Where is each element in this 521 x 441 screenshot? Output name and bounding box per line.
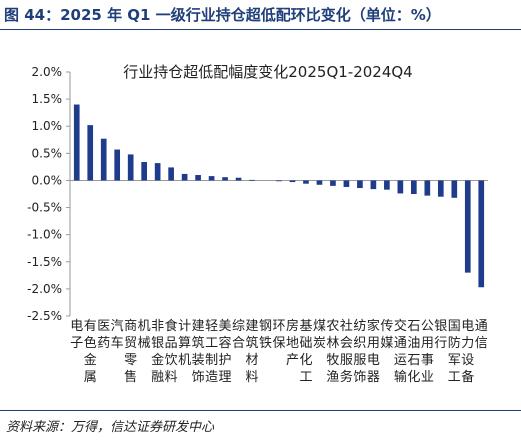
source-note: 资料来源：万得，信达证券研发中心: [6, 420, 215, 435]
x-tick-label: 纺织服饰: [353, 319, 366, 385]
bar: [276, 180, 282, 182]
y-tick-label: 0.0%: [32, 173, 63, 187]
bar: [437, 180, 444, 197]
bar: [87, 125, 94, 181]
bar: [100, 138, 107, 181]
bar: [464, 180, 471, 273]
bar: [397, 180, 404, 194]
bar: [235, 177, 242, 181]
x-tick-label: 家用电器: [367, 318, 380, 385]
bar: [478, 180, 485, 288]
x-tick-label: 社会服务: [340, 318, 353, 385]
bar-chart: 行业持仓超低配幅度变化2025Q1-2024Q4 2.0% 1.5% 1.0% 0.5…: [27, 63, 488, 385]
x-tick-label: 非银金融: [151, 319, 164, 385]
bar: [424, 180, 431, 196]
x-tick-label: 传媒: [380, 319, 393, 351]
x-tick-label: 美容护理: [219, 319, 232, 385]
figure-header: 图 44：2025 年 Q1 一级行业持仓超低配环比变化（单位：%）: [0, 0, 521, 30]
bar: [154, 163, 161, 181]
bar: [208, 176, 215, 181]
y-tick-label: 2.0%: [32, 65, 63, 79]
y-tick-label: 0.5%: [32, 146, 63, 160]
x-tick-label: 电力设备: [461, 319, 474, 385]
y-tick-label: -1.0%: [27, 228, 62, 242]
x-tick-label: 商贸零售: [124, 319, 137, 385]
bar: [168, 167, 174, 181]
x-tick-label: 环保: [272, 319, 285, 351]
bar: [357, 180, 363, 189]
x-tick-label: 基础化工: [299, 319, 312, 385]
bar: [411, 180, 417, 194]
bar: [289, 180, 296, 183]
y-tick-label: -0.5%: [27, 201, 62, 215]
x-tick-label: 轻工制造: [205, 319, 218, 385]
x-tick-label: 钢铁: [259, 319, 272, 351]
x-tick-label: 汽车: [111, 319, 124, 351]
x-tick-label: 房地产: [286, 318, 299, 368]
y-tick-label: 1.0%: [32, 119, 63, 133]
x-tick-label: 国防军工: [448, 319, 461, 385]
x-tick-label: 银行: [434, 319, 447, 351]
bar: [316, 180, 323, 185]
bar: [195, 175, 201, 181]
x-tick-label: 农林牧渔: [326, 319, 339, 385]
header-rule: [0, 29, 521, 30]
chart-title: 行业持仓超低配幅度变化2025Q1-2024Q4: [123, 63, 412, 81]
bar: [181, 173, 188, 181]
x-tick-label: 石油石化: [407, 319, 420, 385]
bar: [370, 180, 377, 190]
bar: [343, 180, 350, 187]
x-tick-label: 建筑材料: [246, 319, 259, 385]
x-tick-label: 医药: [97, 319, 110, 351]
x-tick-label: 通信: [475, 319, 488, 351]
x-tick-label: 机械: [138, 319, 151, 351]
x-tick-label: 有色金属: [84, 319, 97, 385]
y-axis: 2.0% 1.5% 1.0% 0.5% 0.0% -0.5% -1.0% -1.5% -2.0%…: [27, 65, 488, 323]
bar: [127, 154, 134, 181]
bar-series: [73, 104, 485, 288]
bar: [384, 180, 390, 190]
x-tick-label: 计算机: [178, 319, 191, 368]
x-axis-labels: 电子有色金属医药汽车商贸零售机械非银金融食品饮料计算机建筑装饰轻工制造美容护理综…: [70, 318, 488, 385]
x-tick-label: 煤炭: [313, 319, 326, 351]
x-tick-label: 交通运输: [394, 318, 407, 385]
bar: [303, 180, 309, 184]
bar: [141, 162, 147, 181]
bar: [222, 177, 228, 181]
bar: [114, 149, 121, 181]
figure-title: 图 44：2025 年 Q1 一级行业持仓超低配环比变化（单位：%）: [4, 6, 441, 24]
x-tick-label: 建筑装饰: [192, 319, 205, 385]
y-tick-label: -2.5%: [27, 309, 62, 323]
x-tick-label: 公用事业: [421, 319, 434, 385]
y-tick-label: 1.5%: [32, 92, 63, 106]
x-tick-label: 综合: [232, 319, 245, 351]
x-tick-label: 电子: [70, 319, 83, 351]
footer-rule: [0, 410, 521, 411]
y-tick-label: -2.0%: [27, 282, 62, 296]
bar: [249, 179, 255, 181]
y-tick-label: -1.5%: [27, 255, 62, 269]
bar: [73, 104, 80, 181]
bar: [330, 180, 336, 186]
bar: [451, 180, 458, 198]
x-tick-label: 食品饮料: [165, 318, 178, 385]
